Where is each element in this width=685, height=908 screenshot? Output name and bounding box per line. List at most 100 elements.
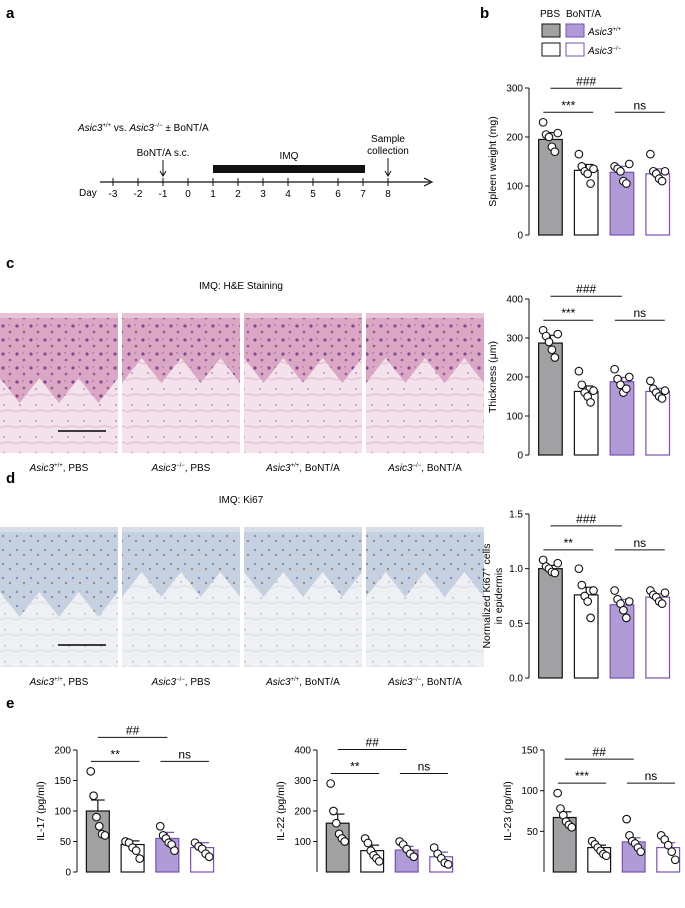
- bont-arrowhead: [159, 170, 167, 177]
- y-tick-label: 200: [506, 373, 523, 384]
- data-point: [553, 788, 562, 798]
- chart-spleen-weight: 0 100 200 300 Spleen weight (mg) ###*** ns: [487, 74, 671, 242]
- sample-arrowhead: [384, 170, 392, 177]
- data-point: [574, 149, 584, 159]
- day-ticks: -3 -2 -1 0 1 2 3 4 5 6 7 8: [109, 178, 391, 200]
- data-point: [622, 814, 631, 824]
- data-point: [574, 564, 584, 574]
- significance-label-right: ns: [645, 769, 658, 783]
- legend-swatch-ko-pbs: [541, 42, 561, 57]
- data-point: [589, 586, 598, 595]
- data-point: [624, 597, 634, 606]
- data-point: [663, 840, 673, 850]
- data-point: [577, 380, 587, 390]
- ki67-caption-3: Asic3+/+, BoNT/A: [265, 677, 340, 688]
- panel-label-b: b: [480, 5, 489, 22]
- day-tick-label: 3: [260, 189, 266, 200]
- data-point: [624, 372, 634, 382]
- bar: [645, 596, 671, 679]
- data-point: [363, 838, 373, 848]
- sample-label-2: collection: [367, 146, 409, 157]
- data-point: [544, 337, 554, 347]
- legend-bont: BoNT/A: [566, 9, 601, 20]
- data-point: [155, 821, 165, 831]
- day-tick-label: -1: [159, 189, 168, 200]
- legend-swatch-ko-bont: [565, 42, 585, 57]
- legend-swatch-wt-bont: [565, 23, 585, 38]
- data-point: [86, 766, 96, 776]
- significance-label-right: ns: [418, 760, 431, 774]
- data-point: [667, 847, 677, 857]
- y-axis-label: Thickness (μm): [487, 341, 499, 413]
- ki67-caption-2: Asic3−/−, PBS: [151, 677, 211, 688]
- significance-label-top: ##: [366, 736, 380, 750]
- data-point: [92, 812, 101, 822]
- y-tick-label: 150: [521, 746, 538, 757]
- y-tick-label: 0: [65, 868, 71, 879]
- micrograph-3: [244, 527, 362, 667]
- significance-label-right: ns: [633, 536, 646, 550]
- chart-il17: 0 50 100 150 200 IL-17 (pg/ml) ## ** ns: [35, 723, 215, 879]
- micrograph-4: [366, 527, 484, 667]
- y-tick-label: 1.5: [509, 510, 523, 521]
- data-point: [636, 847, 646, 857]
- bar: [538, 568, 563, 679]
- significance-label-left: **: [564, 536, 574, 550]
- data-point: [589, 164, 598, 174]
- data-point: [660, 166, 670, 176]
- data-point: [553, 128, 563, 138]
- bar: [538, 138, 563, 236]
- panel-label-e: e: [6, 695, 14, 712]
- day-tick-label: 1: [210, 189, 216, 200]
- micrograph-4: [366, 313, 484, 453]
- ki67-image-row: Asic3+/+, PBS Asic3−/−, PBS Asic3+/+, BoNT…: [0, 527, 484, 688]
- panel-label-d: d: [6, 470, 15, 487]
- data-point: [621, 179, 631, 188]
- significance-label-top: ##: [126, 723, 140, 737]
- y-tick-label: 300: [506, 334, 523, 345]
- data-point: [657, 176, 667, 186]
- day-tick-label: -2: [134, 189, 143, 200]
- y-tick-label: 0: [517, 231, 523, 242]
- y-tick-label: 100: [521, 786, 538, 797]
- day-tick-label: -3: [109, 189, 118, 200]
- data-point: [586, 179, 595, 188]
- data-point: [567, 822, 577, 832]
- significance-label-left: **: [350, 760, 360, 774]
- he-image-row: Asic3+/+, PBS Asic3−/−, PBS Asic3+/+, BoNT…: [0, 313, 484, 474]
- bar: [573, 169, 599, 236]
- y-axis-label: IL-23 (pg/ml): [502, 781, 514, 841]
- data-point: [204, 852, 214, 862]
- y-tick-label: 200: [54, 746, 71, 757]
- ki67-caption-1: Asic3+/+, PBS: [29, 677, 89, 688]
- y-axis-label: IL-17 (pg/ml): [35, 781, 47, 841]
- imq-label: IMQ: [280, 151, 299, 162]
- y-tick-label: 300: [294, 776, 311, 787]
- data-point: [583, 597, 593, 606]
- y-tick-label: 100: [506, 412, 523, 423]
- day-label: Day: [79, 188, 97, 199]
- data-point: [646, 149, 655, 159]
- y-axis-label-line2: in epidermis: [493, 568, 505, 625]
- significance-label-top: ###: [576, 74, 596, 88]
- data-point: [601, 851, 611, 861]
- data-point: [616, 380, 625, 390]
- imq-bar: [213, 165, 365, 173]
- day-tick-label: 6: [335, 189, 341, 200]
- legend-pbs: PBS: [540, 9, 560, 20]
- data-point: [544, 132, 554, 142]
- image-title-c: IMQ: H&E Staining: [199, 281, 283, 292]
- data-point: [589, 386, 598, 396]
- data-point: [657, 394, 667, 403]
- data-point: [374, 856, 384, 866]
- ki67-caption-4: Asic3−/−, BoNT/A: [387, 677, 462, 688]
- micrograph-2: [122, 313, 240, 453]
- data-point: [550, 568, 560, 578]
- bont-label: BoNT/A s.c.: [137, 148, 190, 159]
- y-axis-label-line1: Normalized Ki67+ cells: [481, 543, 493, 648]
- data-point: [94, 821, 104, 831]
- data-point: [100, 831, 110, 840]
- y-tick-label: 100: [54, 807, 71, 818]
